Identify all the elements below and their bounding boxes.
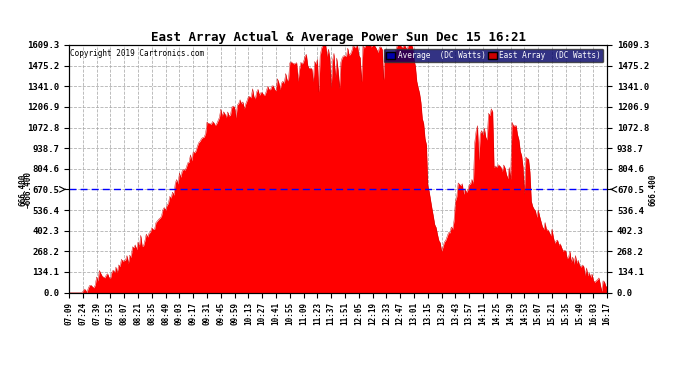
Text: →666.400: →666.400 bbox=[24, 171, 33, 208]
Text: 666.400: 666.400 bbox=[19, 173, 28, 206]
Legend: Average  (DC Watts), East Array  (DC Watts): Average (DC Watts), East Array (DC Watts… bbox=[384, 49, 603, 62]
Title: East Array Actual & Average Power Sun Dec 15 16:21: East Array Actual & Average Power Sun De… bbox=[150, 31, 526, 44]
Text: 666.400: 666.400 bbox=[649, 173, 658, 206]
Text: Copyright 2019 Cartronics.com: Copyright 2019 Cartronics.com bbox=[70, 49, 204, 58]
